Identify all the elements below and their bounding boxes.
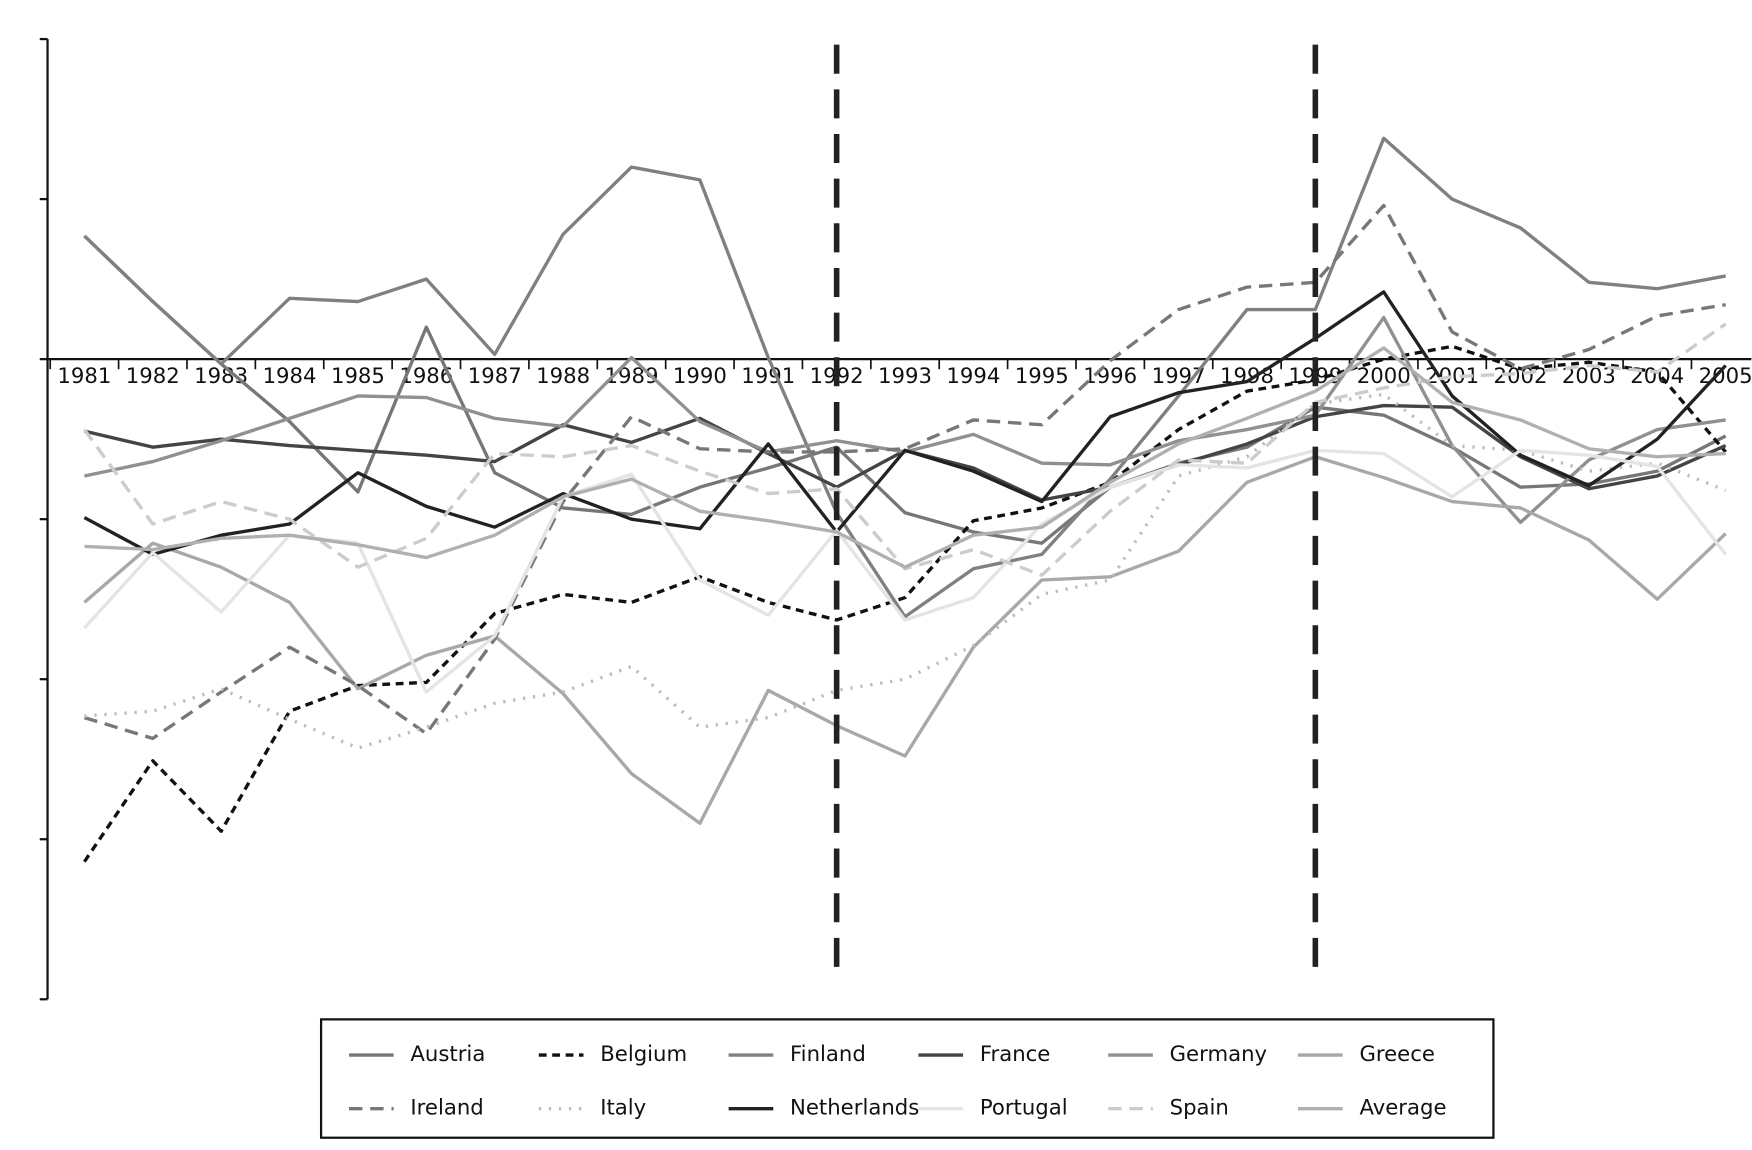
x-tick-label: 1994 [946,364,1000,389]
legend-label: Netherlands [790,1096,919,1121]
legend-label: Belgium [600,1042,687,1067]
x-tick-label: 1991 [741,364,795,389]
x-tick-label: 1981 [57,364,111,389]
legend-label: Austria [410,1042,485,1067]
legend-label: Finland [790,1042,866,1067]
x-tick-label: 1984 [263,364,317,389]
legend-label: Spain [1170,1096,1229,1121]
legend-label: Italy [600,1096,646,1121]
x-tick-label: 1995 [1015,364,1069,389]
x-tick-label: 1990 [673,364,727,389]
x-tick-label: 1988 [536,364,590,389]
series-line [83,455,1727,825]
x-tick-label: 1993 [878,364,932,389]
series-line [83,136,1726,619]
x-tick-label: 1982 [126,364,180,389]
legend-label: Greece [1359,1042,1434,1067]
series-line [83,234,1727,545]
series-line [83,344,1727,863]
legend-box [319,1018,1495,1139]
x-tick-label: 1983 [194,364,248,389]
legend-label: Portugal [980,1096,1068,1121]
legend-label: France [980,1042,1051,1067]
legend-label: Average [1359,1096,1446,1121]
x-tick-label: 1997 [1152,364,1206,389]
x-tick-label: 1985 [331,364,385,389]
x-tick-label: 1996 [1083,364,1137,389]
series-line [84,346,1726,569]
legend-label: Germany [1170,1042,1267,1067]
series-line [83,203,1726,741]
x-tick-label: 1987 [468,364,522,389]
series-line [83,290,1727,557]
legend-label: Ireland [410,1096,483,1121]
